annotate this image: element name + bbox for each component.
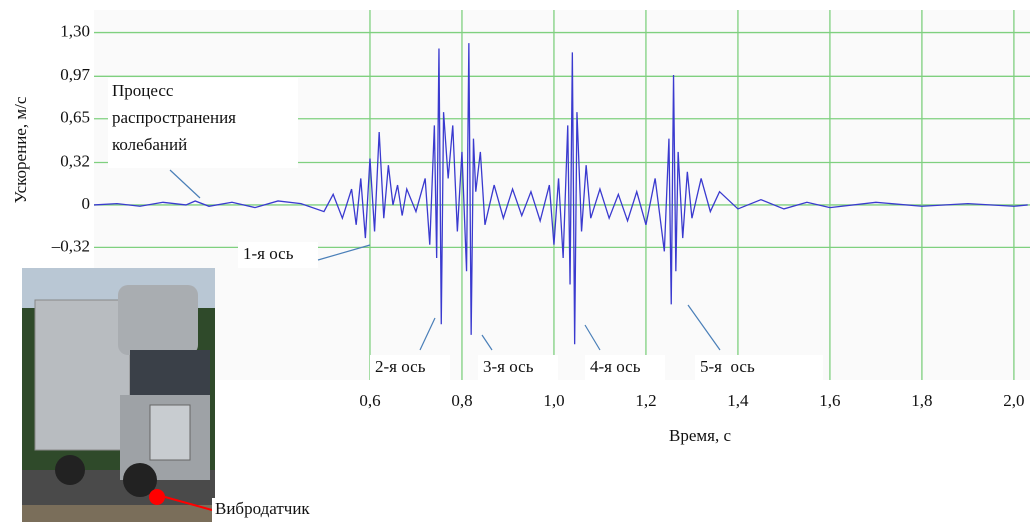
arrow (687, 304, 721, 351)
series-line (93, 43, 1028, 345)
x-axis-label: Время, с (669, 426, 731, 445)
label-box (478, 355, 558, 381)
x-tick-label: 1,8 (911, 391, 932, 410)
y-tick-label: 0,97 (60, 65, 90, 84)
process-label: колебаний (112, 135, 187, 154)
x-tick-label: 1,0 (543, 391, 564, 410)
arrow (169, 169, 201, 199)
arrow (481, 334, 493, 351)
axle-label: 1-я ось (243, 244, 294, 263)
y-tick-label: –0,32 (51, 236, 90, 255)
axle-label: 2-я ось (375, 357, 426, 376)
label-box (585, 355, 665, 381)
marks (93, 43, 1028, 345)
x-tick-label: 0,8 (451, 391, 472, 410)
axle-label: 3-я ось (483, 357, 534, 376)
sensor-label: Вибродатчик (215, 499, 310, 518)
label-box (370, 355, 450, 381)
y-axis-label: Ускорение, м/с (11, 96, 30, 203)
x-tick-label: 0,6 (359, 391, 380, 410)
process-label: распространения (112, 108, 236, 127)
y-tick-label: 0,65 (60, 108, 90, 127)
x-tick-label: 1,2 (635, 391, 656, 410)
label-box (238, 242, 318, 268)
y-tick-label: 0 (82, 194, 91, 213)
axle-label: 5-я ось (700, 357, 755, 376)
label-box (108, 78, 298, 168)
y-tick-label: 1,30 (60, 21, 90, 40)
plot-area (94, 10, 1030, 380)
arrow (317, 244, 371, 261)
truck-photo (22, 268, 215, 522)
label-box (695, 355, 823, 381)
axle-label: 4-я ось (590, 357, 641, 376)
x-tick-label: 2,0 (1003, 391, 1024, 410)
label-box (212, 498, 330, 522)
y-tick-label: 0,32 (60, 151, 90, 170)
annotations: Процесс распространения колебаний 1-я ось 2-… (108, 78, 823, 522)
arrow (584, 324, 601, 351)
process-label: Процесс (112, 81, 174, 100)
x-tick-label: 1,4 (727, 391, 749, 410)
x-tick-label: 1,6 (819, 391, 840, 410)
arrow (419, 317, 436, 351)
